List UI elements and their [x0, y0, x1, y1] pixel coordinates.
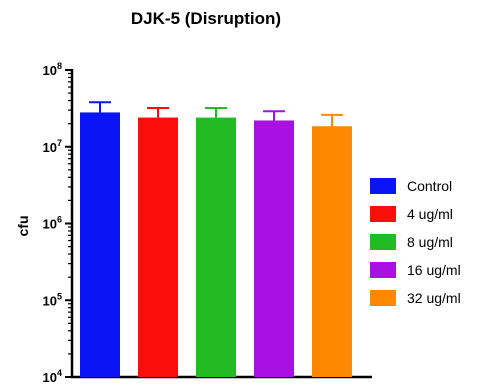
legend-label-5: 32 ug/ml [407, 290, 461, 306]
legend-label-3: 8 ug/ml [407, 234, 453, 250]
bar-2 [138, 117, 178, 377]
legend-swatch-3 [370, 234, 396, 250]
legend-swatch-1 [370, 178, 396, 194]
bar-5 [312, 126, 352, 377]
y-tick-label: 104 [43, 368, 62, 385]
legend-label-2: 4 ug/ml [407, 206, 453, 222]
y-axis-label: cfu [15, 216, 31, 237]
legend-swatch-4 [370, 262, 396, 278]
bar-3 [196, 117, 236, 377]
y-tick-label: 105 [43, 291, 62, 308]
chart-title: DJK-5 (Disruption) [131, 9, 281, 28]
legend-label-1: Control [407, 178, 452, 194]
y-tick-label: 107 [43, 138, 62, 155]
legend-swatch-2 [370, 206, 396, 222]
bar-1 [80, 112, 120, 378]
bar-4 [254, 120, 294, 378]
y-tick-label: 108 [43, 61, 62, 78]
y-tick-label: 106 [43, 215, 62, 232]
legend-label-4: 16 ug/ml [407, 262, 461, 278]
plot-area: 104 105 106 107 108 [43, 61, 372, 385]
legend-swatch-5 [370, 290, 396, 306]
legend: Control 4 ug/ml 8 ug/ml 16 ug/ml 32 ug/ml [370, 178, 461, 306]
